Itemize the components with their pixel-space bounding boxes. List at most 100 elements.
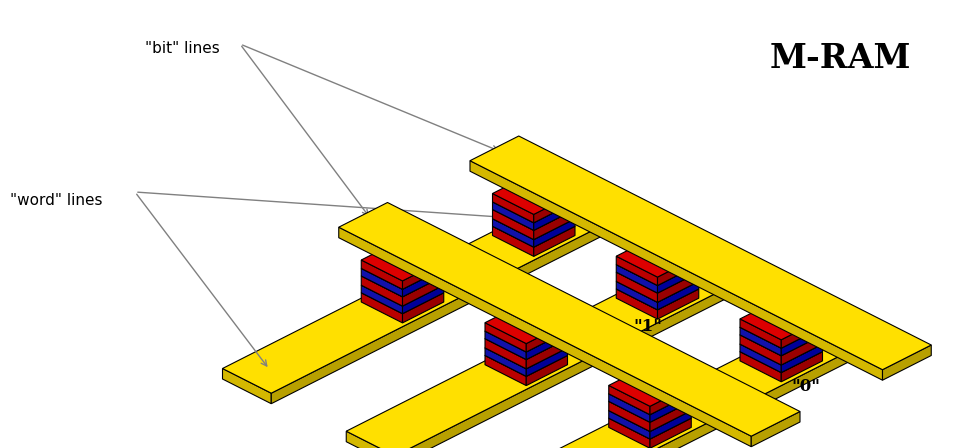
Polygon shape bbox=[782, 327, 823, 356]
Polygon shape bbox=[882, 345, 931, 380]
Text: M-RAM: M-RAM bbox=[769, 42, 911, 74]
Polygon shape bbox=[492, 202, 534, 230]
Polygon shape bbox=[402, 276, 444, 306]
Polygon shape bbox=[657, 289, 698, 319]
Polygon shape bbox=[616, 268, 698, 310]
Polygon shape bbox=[616, 265, 657, 293]
Polygon shape bbox=[534, 194, 575, 223]
Text: "1": "1" bbox=[633, 318, 662, 335]
Polygon shape bbox=[782, 352, 823, 382]
Polygon shape bbox=[608, 394, 650, 422]
Polygon shape bbox=[361, 255, 444, 297]
Polygon shape bbox=[222, 198, 608, 393]
Polygon shape bbox=[740, 335, 782, 365]
Polygon shape bbox=[361, 268, 402, 297]
Polygon shape bbox=[361, 260, 402, 289]
Polygon shape bbox=[339, 227, 751, 447]
Polygon shape bbox=[361, 239, 444, 281]
Polygon shape bbox=[492, 219, 534, 247]
Polygon shape bbox=[361, 293, 402, 323]
Polygon shape bbox=[402, 285, 444, 314]
Polygon shape bbox=[608, 418, 650, 448]
Polygon shape bbox=[485, 335, 567, 376]
Polygon shape bbox=[492, 198, 575, 240]
Polygon shape bbox=[740, 314, 823, 356]
Polygon shape bbox=[650, 385, 692, 415]
Polygon shape bbox=[346, 431, 395, 448]
Polygon shape bbox=[402, 260, 444, 289]
Polygon shape bbox=[616, 272, 657, 302]
Polygon shape bbox=[740, 327, 782, 356]
Polygon shape bbox=[361, 276, 402, 306]
Polygon shape bbox=[534, 202, 575, 230]
Polygon shape bbox=[608, 397, 692, 439]
Polygon shape bbox=[402, 268, 444, 297]
Polygon shape bbox=[526, 355, 567, 386]
Polygon shape bbox=[346, 260, 733, 448]
Polygon shape bbox=[485, 327, 567, 369]
Polygon shape bbox=[492, 172, 575, 215]
Polygon shape bbox=[485, 331, 526, 360]
Polygon shape bbox=[740, 331, 823, 373]
Polygon shape bbox=[650, 418, 692, 448]
Polygon shape bbox=[361, 264, 444, 306]
Polygon shape bbox=[526, 331, 567, 360]
Polygon shape bbox=[608, 411, 650, 439]
Polygon shape bbox=[740, 344, 782, 373]
Polygon shape bbox=[608, 401, 650, 431]
Text: "word" lines: "word" lines bbox=[10, 193, 103, 207]
Polygon shape bbox=[361, 272, 444, 314]
Polygon shape bbox=[608, 380, 692, 422]
Polygon shape bbox=[657, 272, 698, 302]
Polygon shape bbox=[485, 310, 567, 352]
Polygon shape bbox=[740, 323, 823, 365]
Polygon shape bbox=[526, 323, 567, 352]
Polygon shape bbox=[485, 318, 567, 360]
Polygon shape bbox=[740, 352, 782, 382]
Polygon shape bbox=[485, 339, 526, 369]
Polygon shape bbox=[470, 323, 856, 448]
Polygon shape bbox=[492, 210, 534, 240]
Polygon shape bbox=[608, 365, 692, 406]
Polygon shape bbox=[361, 285, 402, 314]
Polygon shape bbox=[751, 412, 800, 447]
Polygon shape bbox=[492, 205, 575, 247]
Polygon shape bbox=[608, 385, 650, 415]
Polygon shape bbox=[361, 247, 444, 289]
Polygon shape bbox=[526, 348, 567, 376]
Polygon shape bbox=[616, 251, 698, 293]
Polygon shape bbox=[492, 226, 534, 256]
Polygon shape bbox=[470, 161, 882, 380]
Polygon shape bbox=[616, 289, 657, 319]
Polygon shape bbox=[518, 348, 856, 448]
Text: "bit" lines: "bit" lines bbox=[145, 40, 219, 56]
Polygon shape bbox=[608, 390, 692, 431]
Polygon shape bbox=[616, 235, 698, 277]
Polygon shape bbox=[534, 226, 575, 256]
Polygon shape bbox=[485, 355, 526, 386]
Polygon shape bbox=[526, 339, 567, 369]
Polygon shape bbox=[534, 210, 575, 240]
Polygon shape bbox=[616, 260, 698, 302]
Polygon shape bbox=[492, 189, 575, 230]
Polygon shape bbox=[222, 369, 271, 404]
Polygon shape bbox=[616, 281, 657, 310]
Text: "0": "0" bbox=[791, 379, 821, 396]
Polygon shape bbox=[657, 265, 698, 293]
Polygon shape bbox=[271, 222, 608, 404]
Polygon shape bbox=[470, 136, 931, 370]
Polygon shape bbox=[650, 394, 692, 422]
Polygon shape bbox=[492, 194, 534, 223]
Polygon shape bbox=[782, 319, 823, 348]
Polygon shape bbox=[650, 401, 692, 431]
Polygon shape bbox=[402, 293, 444, 323]
Polygon shape bbox=[616, 256, 657, 285]
Polygon shape bbox=[740, 319, 782, 348]
Polygon shape bbox=[608, 373, 692, 415]
Polygon shape bbox=[616, 244, 698, 285]
Polygon shape bbox=[534, 219, 575, 247]
Polygon shape bbox=[485, 323, 526, 352]
Polygon shape bbox=[740, 306, 823, 348]
Polygon shape bbox=[395, 285, 733, 448]
Polygon shape bbox=[492, 181, 575, 223]
